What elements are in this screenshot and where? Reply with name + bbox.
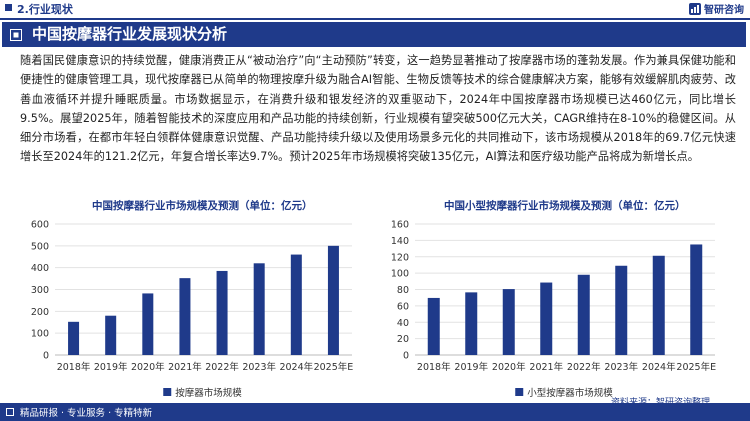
bar <box>290 254 302 355</box>
section-title: 2.行业现状 <box>17 3 73 16</box>
x-tick-label: 2021年 <box>168 361 202 373</box>
brand-name: 智研咨询 <box>704 5 744 16</box>
x-tick-label: 2022年 <box>567 361 601 373</box>
bar <box>502 289 515 355</box>
x-tick-label: 2023年 <box>242 361 276 373</box>
intro-paragraph: 随着国民健康意识的持续觉醒，健康消费正从“被动治疗”向“主动预防”转变，这一趋势… <box>20 54 736 164</box>
bar <box>105 315 117 355</box>
y-tick-label: 60 <box>397 301 409 312</box>
bar <box>427 297 440 355</box>
y-tick-label: 100 <box>31 329 49 340</box>
brand-logo-icon <box>689 2 701 15</box>
y-tick-label: 80 <box>397 285 409 296</box>
bar <box>142 293 154 355</box>
bar <box>179 278 191 355</box>
bar <box>577 274 590 355</box>
legend-swatch <box>515 388 524 396</box>
chart-2-small-massager-size: 0 20 40 60 80 100 120 140 160 2018年 2019年 2020年 2021… <box>391 220 716 400</box>
bar <box>68 321 80 355</box>
x-tick-label: 2020年 <box>492 361 526 373</box>
x-tick-label: 2023年 <box>604 361 638 373</box>
x-tick-label: 2025年E <box>676 361 716 373</box>
y-tick-label: 300 <box>31 285 49 296</box>
bar <box>652 255 665 355</box>
footer-square-icon <box>6 408 14 416</box>
y-tick-label: 40 <box>397 318 409 329</box>
y-tick-label: 400 <box>31 263 49 274</box>
x-tick-label: 2019年 <box>94 361 128 373</box>
bar <box>465 292 478 355</box>
x-tick-label: 2018年 <box>417 361 451 373</box>
y-tick-label: 160 <box>391 220 409 231</box>
y-tick-label: 600 <box>31 220 49 231</box>
top-bar: 2.行业现状 智研咨询 <box>0 0 750 19</box>
x-tick-label: 2025年E <box>314 361 354 373</box>
bar <box>540 282 553 355</box>
page-banner: 中国按摩器行业发展现状分析 <box>2 22 746 47</box>
brand-logo: 智研咨询 <box>689 1 744 16</box>
x-tick-label: 2020年 <box>131 361 165 373</box>
y-tick-label: 140 <box>391 236 409 247</box>
y-tick-label: 500 <box>31 241 49 252</box>
banner-square-icon <box>10 29 22 41</box>
page-title: 中国按摩器行业发展现状分析 <box>32 25 228 43</box>
bar <box>690 244 703 355</box>
bar <box>327 245 339 355</box>
legend-label: 小型按摩器市场规模 <box>527 387 613 399</box>
legend-label: 按摩器市场规模 <box>175 387 242 399</box>
legend-swatch <box>163 388 172 396</box>
section-marker-icon <box>5 4 12 11</box>
chart-1-title: 中国按摩器行业市场规模及预测（单位：亿元） <box>92 200 313 212</box>
x-tick-label: 2021年 <box>529 361 563 373</box>
bar <box>615 265 628 355</box>
x-tick-label: 2018年 <box>57 361 91 373</box>
y-tick-label: 20 <box>397 334 409 345</box>
footer-bar: 精品研报 · 专业服务 · 专精特新 <box>0 403 750 421</box>
footer-tagline: 精品研报 · 专业服务 · 专精特新 <box>20 408 153 419</box>
y-tick-label: 100 <box>391 269 409 280</box>
y-tick-label: 200 <box>31 307 49 318</box>
y-tick-label: 0 <box>43 351 49 362</box>
y-tick-label: 0 <box>403 351 409 362</box>
chart-2-title: 中国小型按摩器行业市场规模及预测（单位：亿元） <box>444 200 686 212</box>
x-tick-label: 2024年 <box>642 361 676 373</box>
x-tick-label: 2019年 <box>454 361 488 373</box>
bar <box>253 263 265 355</box>
x-tick-label: 2024年 <box>279 361 313 373</box>
bar <box>216 270 228 355</box>
top-divider <box>0 18 750 20</box>
x-tick-label: 2022年 <box>205 361 239 373</box>
y-tick-label: 120 <box>391 252 409 263</box>
